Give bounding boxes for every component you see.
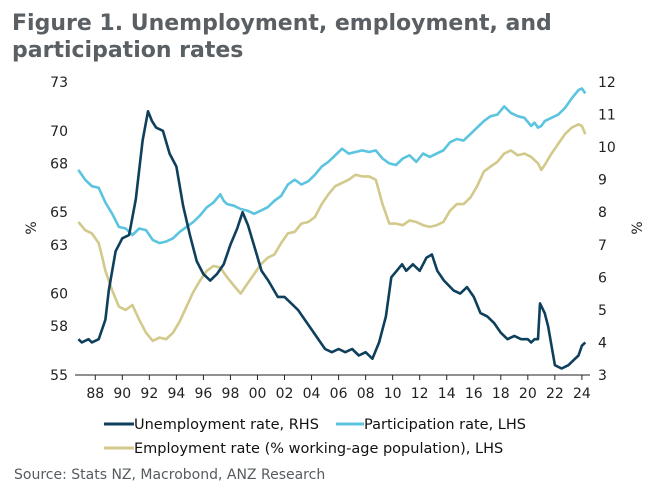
x-tick-label: 24 bbox=[573, 386, 591, 402]
right-tick-label: 12 bbox=[598, 75, 616, 91]
right-axis: 3 4 5 6 7 8 9 10 11 12 bbox=[598, 75, 616, 384]
x-tick-label: 16 bbox=[465, 386, 483, 402]
x-tick-label: 02 bbox=[276, 386, 294, 402]
x-axis: 88 90 92 94 96 98 00 02 04 06 08 10 12 14 16 18 20 22 24 bbox=[86, 375, 591, 402]
left-tick-label: 63 bbox=[50, 238, 68, 254]
source-note: Source: Stats NZ, Macrobond, ANZ Researc… bbox=[14, 467, 326, 483]
right-tick-label: 9 bbox=[598, 173, 607, 189]
plot-lines bbox=[77, 87, 587, 370]
left-tick-label: 68 bbox=[50, 156, 68, 172]
legend-item-participation: Participation rate, LHS bbox=[336, 417, 526, 433]
left-tick-label: 60 bbox=[50, 287, 68, 303]
legend-item-unemployment: Unemployment rate, RHS bbox=[104, 417, 319, 433]
right-axis-unit: % bbox=[630, 221, 646, 234]
x-tick-label: 90 bbox=[113, 386, 131, 402]
x-tick-label: 94 bbox=[167, 386, 185, 402]
right-tick-label: 6 bbox=[598, 270, 607, 286]
right-tick-label: 4 bbox=[598, 335, 607, 351]
legend: Unemployment rate, RHS Participation rat… bbox=[104, 417, 526, 457]
x-tick-label: 20 bbox=[519, 386, 537, 402]
left-tick-label: 73 bbox=[50, 75, 68, 91]
employment-rate-line bbox=[77, 123, 587, 343]
right-tick-label: 10 bbox=[598, 140, 616, 156]
x-tick-label: 14 bbox=[438, 386, 456, 402]
right-tick-label: 3 bbox=[598, 368, 607, 384]
left-axis: 55 58 60 63 65 68 70 73 bbox=[50, 75, 68, 384]
right-tick-label: 5 bbox=[598, 303, 607, 319]
x-tick-label: 88 bbox=[86, 386, 104, 402]
right-tick-label: 7 bbox=[598, 238, 607, 254]
x-tick-label: 18 bbox=[492, 386, 510, 402]
x-tick-label: 22 bbox=[546, 386, 564, 402]
left-tick-label: 65 bbox=[50, 205, 68, 221]
left-axis-unit: % bbox=[24, 221, 40, 234]
right-tick-label: 11 bbox=[598, 108, 616, 124]
legend-label-unemployment: Unemployment rate, RHS bbox=[134, 417, 319, 433]
x-tick-label: 96 bbox=[194, 386, 212, 402]
legend-label-participation: Participation rate, LHS bbox=[364, 417, 526, 433]
x-tick-label: 12 bbox=[411, 386, 429, 402]
figure-title-line-2: participation rates bbox=[12, 38, 244, 63]
participation-rate-line bbox=[77, 87, 587, 245]
left-tick-label: 58 bbox=[50, 319, 68, 335]
unemployment-rate-line bbox=[77, 110, 587, 370]
x-tick-label: 06 bbox=[330, 386, 348, 402]
left-tick-label: 70 bbox=[50, 124, 68, 140]
legend-label-employment: Employment rate (% working-age populatio… bbox=[134, 441, 503, 457]
x-tick-label: 92 bbox=[140, 386, 158, 402]
x-tick-label: 10 bbox=[384, 386, 402, 402]
figure-title: Figure 1. Unemployment, employment, and … bbox=[12, 10, 632, 64]
right-tick-label: 8 bbox=[598, 205, 607, 221]
left-tick-label: 55 bbox=[50, 368, 68, 384]
x-tick-label: 08 bbox=[357, 386, 375, 402]
x-tick-label: 00 bbox=[249, 386, 267, 402]
x-tick-label: 04 bbox=[303, 386, 321, 402]
x-tick-label: 98 bbox=[222, 386, 240, 402]
figure-title-line-1: Figure 1. Unemployment, employment, and bbox=[12, 11, 552, 36]
legend-item-employment: Employment rate (% working-age populatio… bbox=[104, 441, 503, 457]
